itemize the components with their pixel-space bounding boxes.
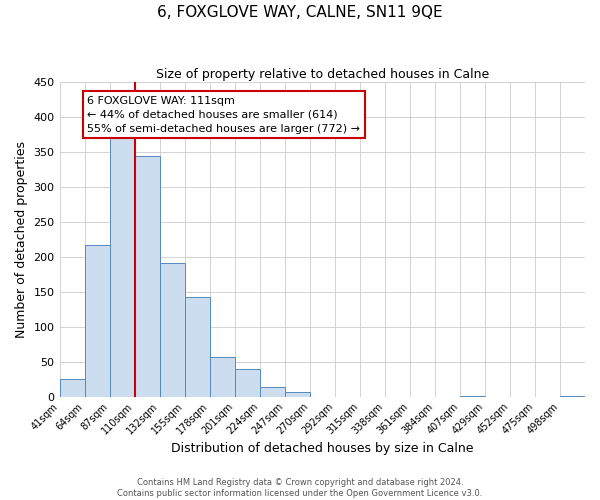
Y-axis label: Number of detached properties: Number of detached properties	[15, 140, 28, 338]
Bar	[160, 263, 185, 396]
Text: Contains HM Land Registry data © Crown copyright and database right 2024.
Contai: Contains HM Land Registry data © Crown c…	[118, 478, 482, 498]
Bar	[134, 156, 160, 396]
Bar	[235, 368, 260, 396]
Text: 6, FOXGLOVE WAY, CALNE, SN11 9QE: 6, FOXGLOVE WAY, CALNE, SN11 9QE	[157, 5, 443, 20]
Bar	[59, 379, 85, 396]
Bar	[209, 357, 235, 397]
Bar	[260, 387, 285, 396]
Bar	[285, 392, 310, 396]
Title: Size of property relative to detached houses in Calne: Size of property relative to detached ho…	[155, 68, 489, 80]
Bar	[110, 136, 134, 396]
X-axis label: Distribution of detached houses by size in Calne: Distribution of detached houses by size …	[171, 442, 473, 455]
Bar	[185, 296, 209, 396]
Text: 6 FOXGLOVE WAY: 111sqm
← 44% of detached houses are smaller (614)
55% of semi-de: 6 FOXGLOVE WAY: 111sqm ← 44% of detached…	[87, 96, 360, 134]
Bar	[85, 245, 110, 396]
